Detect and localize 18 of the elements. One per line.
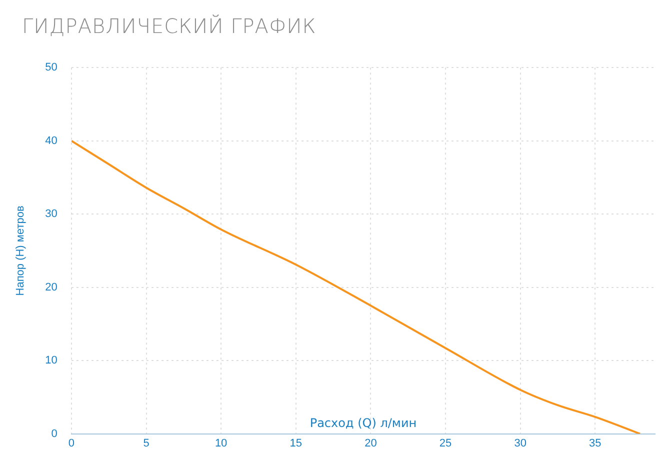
y-tick-label: 40 [45,134,58,147]
x-tick-label: 30 [514,437,526,450]
line-series [71,140,642,434]
chart-title: ГИДРАВЛИЧЕСКИЙ ГРАФИК [22,14,316,38]
x-tick-label: 0 [68,437,74,450]
y-tick-label: 0 [51,428,58,440]
y-tick-label: 10 [45,354,58,367]
x-axis-title: Расход (Q) л/мин [310,416,417,430]
x-tick-label: 15 [290,437,302,450]
y-tick-label: 20 [45,281,58,294]
x-tick-label: 35 [589,437,602,450]
x-tick-label: 25 [439,437,452,450]
y-tick-label: 50 [45,62,58,74]
y-tick-label: 30 [45,208,58,220]
y-axis-title: Напор (H) метров [14,206,27,296]
x-tick-label: 10 [214,437,228,450]
x-tick-label: 5 [143,437,150,450]
x-tick-label: 20 [364,437,377,450]
